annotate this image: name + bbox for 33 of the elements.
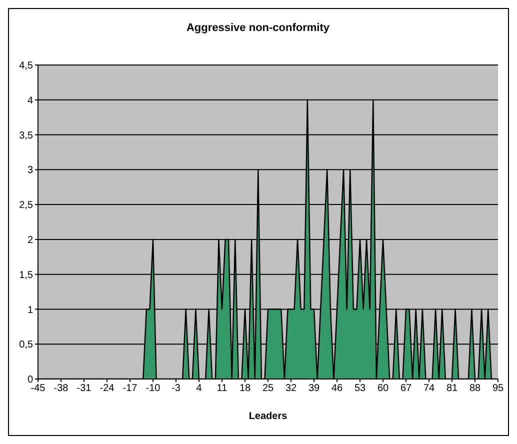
x-tick-label: -31 <box>76 383 92 394</box>
x-tick-label: -24 <box>100 383 115 394</box>
x-tick-label: -38 <box>54 383 69 394</box>
x-tick-label: 32 <box>285 383 297 394</box>
y-tick-label: 0,5 <box>19 340 34 351</box>
x-tick-label: 53 <box>354 383 366 394</box>
x-tick-label: 11 <box>216 383 228 394</box>
y-tick-label: 2 <box>27 234 34 246</box>
x-tick-label: -10 <box>146 383 161 394</box>
y-tick-label: 1 <box>27 304 34 316</box>
x-tick-label: -3 <box>172 383 181 394</box>
y-tick-label: 1,5 <box>19 270 34 281</box>
x-tick-label: 88 <box>469 383 481 394</box>
y-tick-label: 3 <box>27 165 34 176</box>
x-tick-label: 25 <box>262 383 274 394</box>
x-tick-label: 67 <box>400 383 412 394</box>
y-tick-label: 3,5 <box>19 130 34 142</box>
x-tick-label: 60 <box>377 383 389 394</box>
x-tick-label: 18 <box>239 383 251 394</box>
chart-title: Aggressive non-conformity <box>186 22 330 34</box>
y-tick-label: 0 <box>27 374 34 386</box>
y-tick-label: 4 <box>27 95 34 106</box>
x-axis-title: Leaders <box>248 411 288 422</box>
x-tick-label: 95 <box>492 383 504 394</box>
x-tick-label: -45 <box>30 383 46 394</box>
y-tick-label: 2,5 <box>19 200 34 212</box>
x-tick-label: -17 <box>122 383 138 394</box>
x-tick-label: 46 <box>331 383 343 394</box>
x-tick-label: 74 <box>423 383 435 394</box>
x-tick-label: 4 <box>196 383 202 394</box>
y-tick-label: 4,5 <box>19 60 34 72</box>
x-tick-label: 39 <box>308 383 320 394</box>
x-tick-label: 81 <box>446 383 458 394</box>
